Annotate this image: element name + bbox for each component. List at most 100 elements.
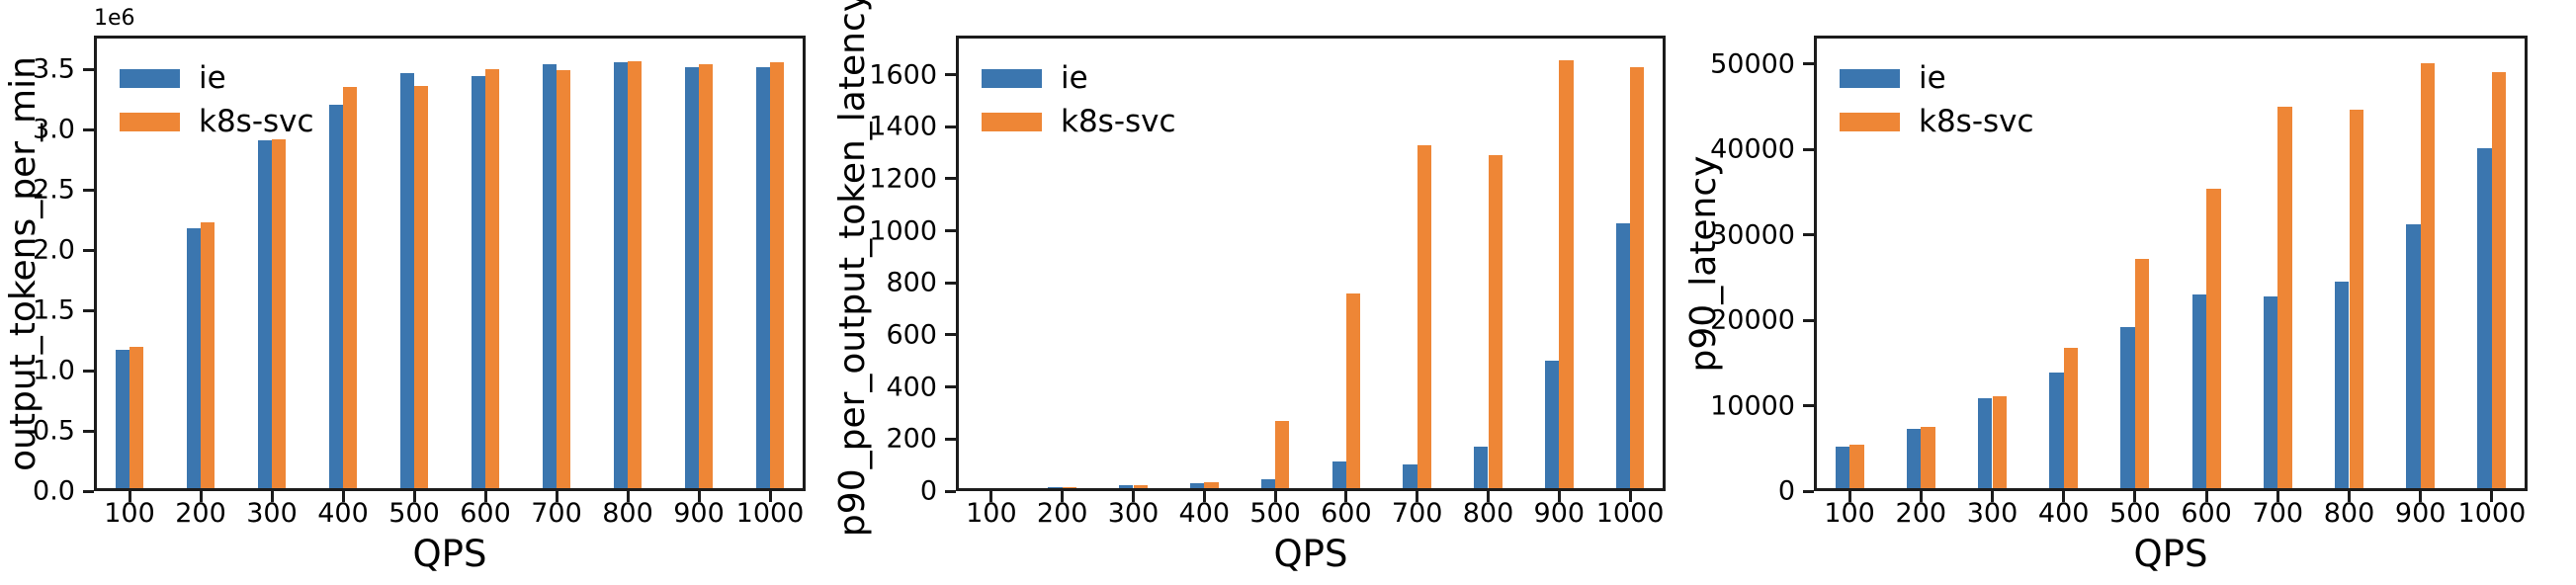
- x-tick-label: 600: [1321, 498, 1372, 529]
- bar-k8s-svc-700: [1417, 144, 1432, 491]
- bar-k8s-svc-200: [1921, 427, 1935, 491]
- y-tick-mark: [1803, 62, 1814, 66]
- x-tick-label: 800: [1462, 498, 1514, 529]
- bar-ie-1000: [755, 66, 770, 491]
- y-tick-mark: [83, 489, 94, 493]
- x-tick-mark: [697, 491, 701, 502]
- y-tick-mark: [83, 308, 94, 312]
- bar-ie-700: [1403, 464, 1417, 491]
- bar-k8s-svc-300: [272, 138, 287, 491]
- x-tick-label: 300: [1107, 498, 1159, 529]
- bar-ie-300: [1978, 397, 1993, 491]
- x-tick-label: 200: [1036, 498, 1088, 529]
- x-tick-mark: [1202, 491, 1206, 502]
- x-tick-mark: [128, 491, 131, 502]
- y-tick-mark: [945, 73, 956, 76]
- legend-label-ie: ie: [1061, 60, 1088, 96]
- y-tick-mark: [945, 281, 956, 285]
- x-tick-mark: [555, 491, 558, 502]
- y-tick-mark: [1803, 404, 1814, 407]
- bar-k8s-svc-200: [201, 222, 215, 491]
- bar-k8s-svc-100: [129, 346, 144, 491]
- y-tick-label: 3.5: [33, 53, 75, 85]
- legend-item-ie: ie: [982, 63, 1176, 94]
- legend-item-k8s-svc: k8s-svc: [982, 107, 1176, 137]
- x-tick-label: 100: [1824, 498, 1875, 529]
- bar-ie-800: [613, 61, 628, 491]
- y-tick-mark: [83, 188, 94, 192]
- x-tick-label: 1000: [1595, 498, 1665, 529]
- legend-swatch-ie: [982, 69, 1042, 88]
- bar-ie-500: [1260, 478, 1276, 491]
- legend: ie k8s-svc: [982, 63, 1176, 150]
- y-tick-label: 10000: [1710, 390, 1795, 421]
- bar-k8s-svc-800: [1488, 155, 1503, 491]
- bar-ie-700: [2263, 295, 2278, 491]
- bar-k8s-svc-800: [2349, 110, 2363, 491]
- bar-k8s-svc-1000: [770, 61, 785, 491]
- bar-k8s-svc-900: [1559, 60, 1574, 491]
- legend-label-k8s-svc: k8s-svc: [1919, 104, 2034, 139]
- legend-label-ie: ie: [199, 60, 226, 96]
- x-tick-mark: [1416, 491, 1419, 502]
- y-tick-label: 0: [1777, 475, 1795, 507]
- x-tick-label: 200: [1895, 498, 1947, 529]
- y-tick-mark: [945, 125, 956, 128]
- x-tick-mark: [2348, 491, 2351, 502]
- x-tick-label: 900: [2394, 498, 2447, 529]
- y-tick-label: 30000: [1710, 219, 1795, 251]
- x-tick-mark: [341, 491, 345, 502]
- y-tick-mark: [945, 177, 956, 181]
- x-tick-label: 600: [460, 498, 511, 529]
- bar-ie-900: [684, 66, 699, 491]
- y-tick-mark: [1803, 147, 1814, 151]
- bar-ie-900: [2406, 224, 2421, 491]
- x-tick-label: 500: [2109, 498, 2161, 529]
- legend-label-k8s-svc: k8s-svc: [1061, 104, 1176, 139]
- bar-k8s-svc-600: [1345, 292, 1361, 491]
- x-tick-label: 500: [388, 498, 440, 529]
- bar-ie-800: [1474, 447, 1489, 491]
- x-tick-mark: [2204, 491, 2208, 502]
- y-tick-mark: [945, 489, 956, 493]
- x-tick-mark: [2133, 491, 2137, 502]
- bar-k8s-svc-600: [485, 69, 500, 491]
- bar-k8s-svc-1000: [2491, 72, 2507, 491]
- x-tick-mark: [270, 491, 274, 502]
- x-tick-mark: [1847, 491, 1851, 502]
- x-tick-mark: [483, 491, 487, 502]
- legend-swatch-ie: [120, 69, 180, 88]
- y-tick-label: 200: [886, 423, 937, 455]
- legend-swatch-ie: [1840, 69, 1900, 88]
- x-tick-mark: [2275, 491, 2279, 502]
- y-tick-label: 400: [886, 372, 937, 403]
- bar-ie-1000: [1615, 222, 1631, 491]
- y-tick-mark: [83, 248, 94, 252]
- y-tick-label: 1.0: [33, 355, 75, 386]
- x-tick-label: 100: [104, 498, 155, 529]
- legend-label-ie: ie: [1919, 60, 1946, 96]
- y-tick-mark: [1803, 489, 1814, 493]
- x-tick-label: 900: [1533, 498, 1586, 529]
- x-tick-label: 700: [2252, 498, 2304, 529]
- bar-ie-500: [399, 72, 414, 491]
- bar-k8s-svc-900: [2420, 62, 2436, 491]
- y-axis-label: p90_latency: [1683, 155, 1724, 372]
- legend: ie k8s-svc: [1840, 63, 2034, 150]
- y-tick-mark: [83, 429, 94, 433]
- x-tick-label: 800: [602, 498, 653, 529]
- y-tick-mark: [83, 369, 94, 373]
- y-tick-label: 0: [919, 475, 937, 507]
- bar-k8s-svc-300: [1133, 484, 1148, 491]
- bar-ie-400: [2049, 372, 2064, 491]
- bar-ie-1000: [2477, 148, 2492, 491]
- legend-item-k8s-svc: k8s-svc: [1840, 107, 2034, 137]
- legend-label-k8s-svc: k8s-svc: [199, 104, 314, 139]
- legend: ie k8s-svc: [120, 63, 314, 150]
- bar-k8s-svc-700: [557, 70, 571, 491]
- bar-ie-500: [2120, 326, 2135, 491]
- x-tick-label: 600: [2181, 498, 2232, 529]
